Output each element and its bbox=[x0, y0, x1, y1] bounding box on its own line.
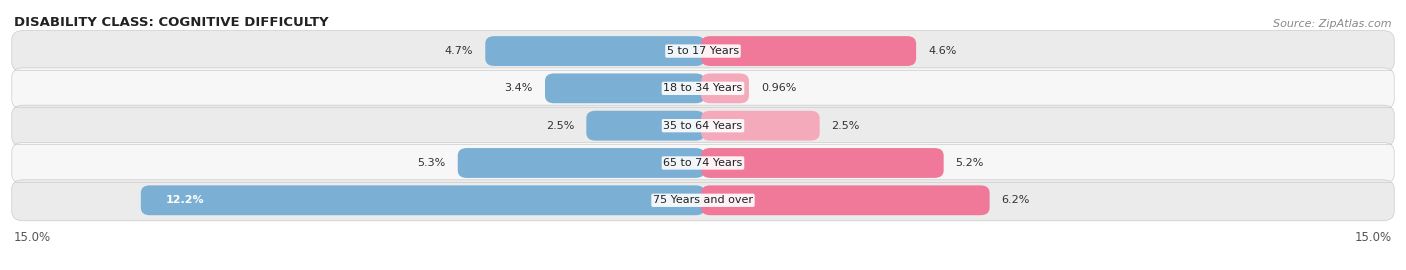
FancyBboxPatch shape bbox=[702, 185, 990, 215]
Text: 75 Years and over: 75 Years and over bbox=[652, 195, 754, 205]
FancyBboxPatch shape bbox=[11, 180, 1395, 221]
FancyBboxPatch shape bbox=[11, 31, 1395, 72]
Text: 15.0%: 15.0% bbox=[14, 231, 51, 244]
Text: 2.5%: 2.5% bbox=[831, 121, 860, 131]
FancyBboxPatch shape bbox=[141, 185, 704, 215]
FancyBboxPatch shape bbox=[11, 143, 1395, 184]
Text: 5.3%: 5.3% bbox=[418, 158, 446, 168]
FancyBboxPatch shape bbox=[586, 111, 704, 141]
Text: 18 to 34 Years: 18 to 34 Years bbox=[664, 83, 742, 93]
Text: 0.96%: 0.96% bbox=[761, 83, 796, 93]
FancyBboxPatch shape bbox=[546, 73, 704, 103]
Text: 6.2%: 6.2% bbox=[1001, 195, 1031, 205]
Text: 3.4%: 3.4% bbox=[505, 83, 533, 93]
FancyBboxPatch shape bbox=[702, 111, 820, 141]
FancyBboxPatch shape bbox=[702, 73, 749, 103]
FancyBboxPatch shape bbox=[11, 68, 1395, 109]
Text: 2.5%: 2.5% bbox=[546, 121, 575, 131]
FancyBboxPatch shape bbox=[702, 148, 943, 178]
Text: 4.7%: 4.7% bbox=[444, 46, 474, 56]
Text: 4.6%: 4.6% bbox=[928, 46, 956, 56]
FancyBboxPatch shape bbox=[458, 148, 704, 178]
FancyBboxPatch shape bbox=[11, 105, 1395, 146]
Text: 15.0%: 15.0% bbox=[1355, 231, 1392, 244]
Text: 5.2%: 5.2% bbox=[956, 158, 984, 168]
Text: 12.2%: 12.2% bbox=[166, 195, 204, 205]
Text: 35 to 64 Years: 35 to 64 Years bbox=[664, 121, 742, 131]
Text: 5 to 17 Years: 5 to 17 Years bbox=[666, 46, 740, 56]
FancyBboxPatch shape bbox=[702, 36, 917, 66]
Text: Source: ZipAtlas.com: Source: ZipAtlas.com bbox=[1274, 19, 1392, 29]
Text: 65 to 74 Years: 65 to 74 Years bbox=[664, 158, 742, 168]
FancyBboxPatch shape bbox=[485, 36, 704, 66]
Text: DISABILITY CLASS: COGNITIVE DIFFICULTY: DISABILITY CLASS: COGNITIVE DIFFICULTY bbox=[14, 16, 329, 29]
